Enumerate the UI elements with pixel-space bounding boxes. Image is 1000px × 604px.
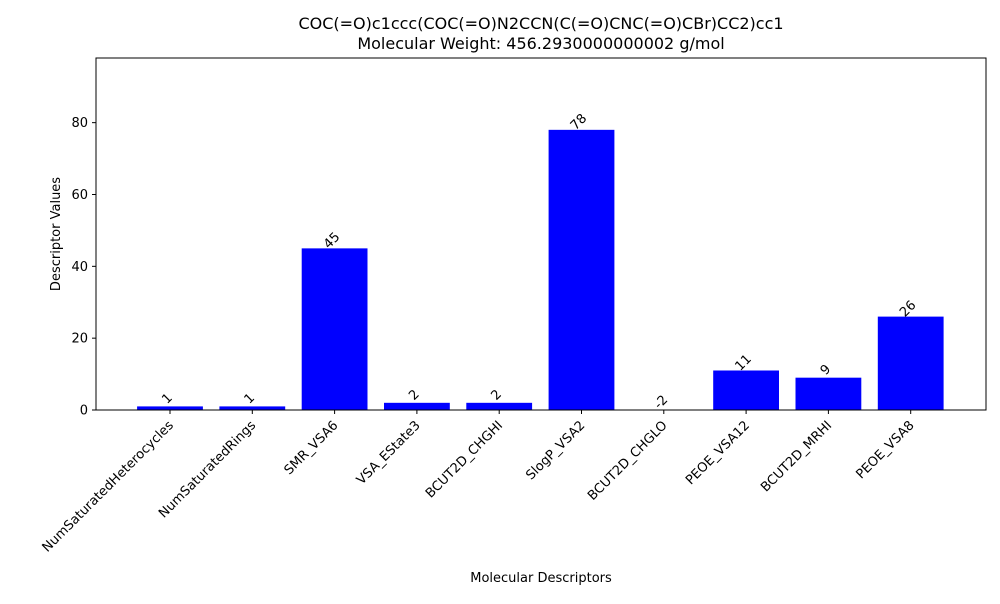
bar-value-label: -2 bbox=[651, 393, 671, 413]
x-tick-label: VSA_EState3 bbox=[354, 418, 424, 488]
x-tick-label: BCUT2D_CHGLO bbox=[585, 418, 671, 504]
bar-value-label: 1 bbox=[159, 391, 175, 407]
y-axis-label: Descriptor Values bbox=[49, 177, 64, 291]
x-tick-label: SMR_VSA6 bbox=[282, 418, 342, 478]
bar-value-label: 2 bbox=[488, 387, 504, 403]
bar-NumSaturatedRings bbox=[219, 406, 286, 410]
y-tick-label: 0 bbox=[80, 404, 88, 419]
bar-value-label: 1 bbox=[242, 391, 258, 407]
bar-PEOE_VSA12 bbox=[713, 370, 779, 410]
bar-SlogP_VSA2 bbox=[548, 129, 615, 410]
x-tick-label: NumSaturatedHeterocycles bbox=[40, 418, 177, 555]
x-tick-label: PEOE_VSA12 bbox=[683, 418, 753, 488]
y-tick-label: 80 bbox=[71, 116, 88, 131]
y-tick-label: 40 bbox=[71, 260, 88, 275]
x-tick-label: BCUT2D_MRHI bbox=[758, 418, 835, 495]
bar-value-label: 9 bbox=[818, 362, 834, 378]
bar-value-label: 2 bbox=[406, 387, 422, 403]
x-axis-label: Molecular Descriptors bbox=[470, 571, 612, 586]
chart-title: COC(=O)c1ccc(COC(=O)N2CCN(C(=O)CNC(=O)CB… bbox=[298, 14, 783, 33]
bar-PEOE_VSA8 bbox=[877, 316, 944, 410]
x-axis: NumSaturatedHeterocyclesNumSaturatedRing… bbox=[40, 410, 918, 555]
y-axis: 0 20 40 60 80 bbox=[71, 116, 96, 419]
plot-frame bbox=[95, 57, 987, 411]
bar-NumSaturatedHeterocycles bbox=[137, 406, 203, 410]
x-tick-label: SlogP_VSA2 bbox=[523, 418, 588, 483]
y-tick-label: 60 bbox=[71, 188, 88, 203]
x-tick-label: BCUT2D_CHGHI bbox=[423, 418, 506, 501]
x-tick-label: PEOE_VSA8 bbox=[853, 418, 917, 482]
y-tick-label: 20 bbox=[71, 332, 88, 347]
bar-VSA_EState3 bbox=[384, 402, 450, 410]
chart-subtitle: Molecular Weight: 456.2930000000002 g/mo… bbox=[357, 34, 724, 53]
bar-BCUT2D_MRHI bbox=[795, 377, 862, 410]
bar-BCUT2D_CHGHI bbox=[466, 402, 533, 410]
bar-SMR_VSA6 bbox=[301, 248, 368, 410]
bars-group bbox=[137, 129, 944, 410]
